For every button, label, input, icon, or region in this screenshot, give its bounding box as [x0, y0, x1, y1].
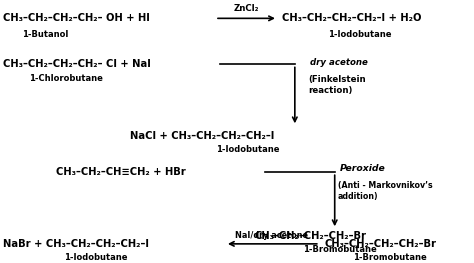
- Text: 1-Iodobutane: 1-Iodobutane: [328, 29, 392, 39]
- Text: (Finkelstein: (Finkelstein: [308, 75, 365, 84]
- Text: CH₃–CH₂–CH₂–CH₂–Br: CH₃–CH₂–CH₂–CH₂–Br: [325, 239, 437, 249]
- Text: dry acetone: dry acetone: [310, 58, 368, 67]
- Text: addition): addition): [337, 192, 378, 201]
- Text: CH₃–CH₂–CH₂–CH₂– OH + HI: CH₃–CH₂–CH₂–CH₂– OH + HI: [3, 13, 150, 23]
- Text: (Anti - Markovnikov’s: (Anti - Markovnikov’s: [337, 180, 432, 190]
- Text: 1-Chlorobutane: 1-Chlorobutane: [28, 74, 102, 83]
- Text: 1-Butanol: 1-Butanol: [22, 29, 69, 39]
- Text: 1-Iodobutane: 1-Iodobutane: [64, 253, 127, 262]
- Text: CH₃–CH₂–CH≡CH₂ + HBr: CH₃–CH₂–CH≡CH₂ + HBr: [55, 167, 185, 177]
- Text: CH₃–CH₂–CH₂–CH₂–I + H₂O: CH₃–CH₂–CH₂–CH₂–I + H₂O: [282, 13, 421, 23]
- Text: NaBr + CH₃–CH₂–CH₂–CH₂–I: NaBr + CH₃–CH₂–CH₂–CH₂–I: [3, 239, 149, 249]
- Text: NaI/dry acetone: NaI/dry acetone: [236, 231, 309, 240]
- Text: Peroxide: Peroxide: [340, 164, 385, 173]
- Text: CH₃–CH₂–CH₂–CH₂– Cl + NaI: CH₃–CH₂–CH₂–CH₂– Cl + NaI: [3, 59, 151, 69]
- Text: NaCl + CH₃–CH₂–CH₂–CH₂–I: NaCl + CH₃–CH₂–CH₂–CH₂–I: [130, 131, 275, 141]
- Text: 1-Bromobutane: 1-Bromobutane: [303, 245, 376, 254]
- Text: CH₃–CH₂–CH₂–CH₂–Br: CH₃–CH₂–CH₂–CH₂–Br: [255, 231, 367, 241]
- Text: 1-Bromobutane: 1-Bromobutane: [353, 253, 427, 262]
- Text: 1-Iodobutane: 1-Iodobutane: [216, 145, 280, 154]
- Text: reaction): reaction): [308, 87, 352, 95]
- Text: ZnCl₂: ZnCl₂: [233, 4, 259, 13]
